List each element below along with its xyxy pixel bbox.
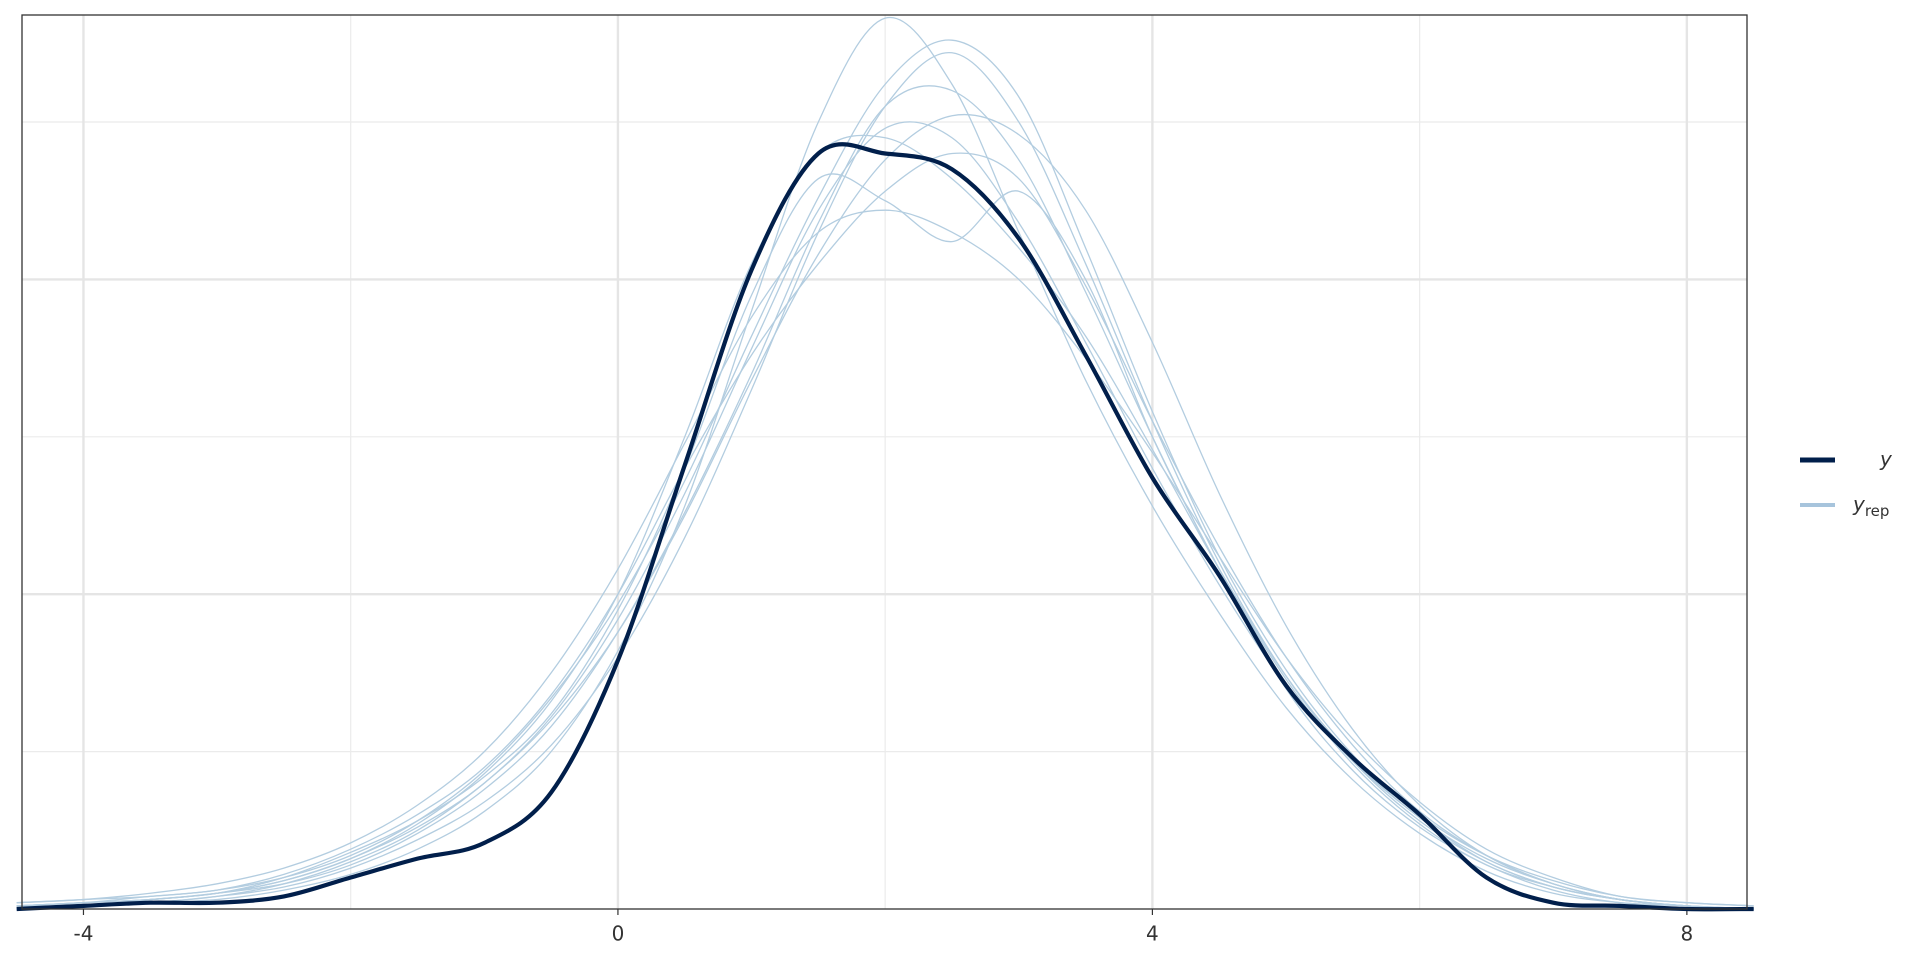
x-tick-label: 8 xyxy=(1681,922,1694,946)
x-tick-label: 4 xyxy=(1146,922,1159,946)
legend-name: y xyxy=(1852,492,1866,516)
legend-subscript: rep xyxy=(1865,502,1890,520)
observed-density xyxy=(16,142,1754,912)
replicate-density xyxy=(16,52,1754,910)
panel-border xyxy=(21,14,1748,910)
replicate-density xyxy=(16,209,1754,907)
replicate-density xyxy=(16,152,1754,910)
legend-label: yrep xyxy=(1852,492,1889,520)
legend-label: y xyxy=(1879,447,1893,471)
x-tick-label: -4 xyxy=(73,922,93,946)
replicate-density xyxy=(16,85,1754,910)
replicate-density xyxy=(16,16,1754,910)
x-tick-label: 0 xyxy=(612,922,625,946)
legend-name: y xyxy=(1879,447,1893,471)
replicate-density xyxy=(16,173,1754,910)
replicate-density xyxy=(16,113,1754,910)
